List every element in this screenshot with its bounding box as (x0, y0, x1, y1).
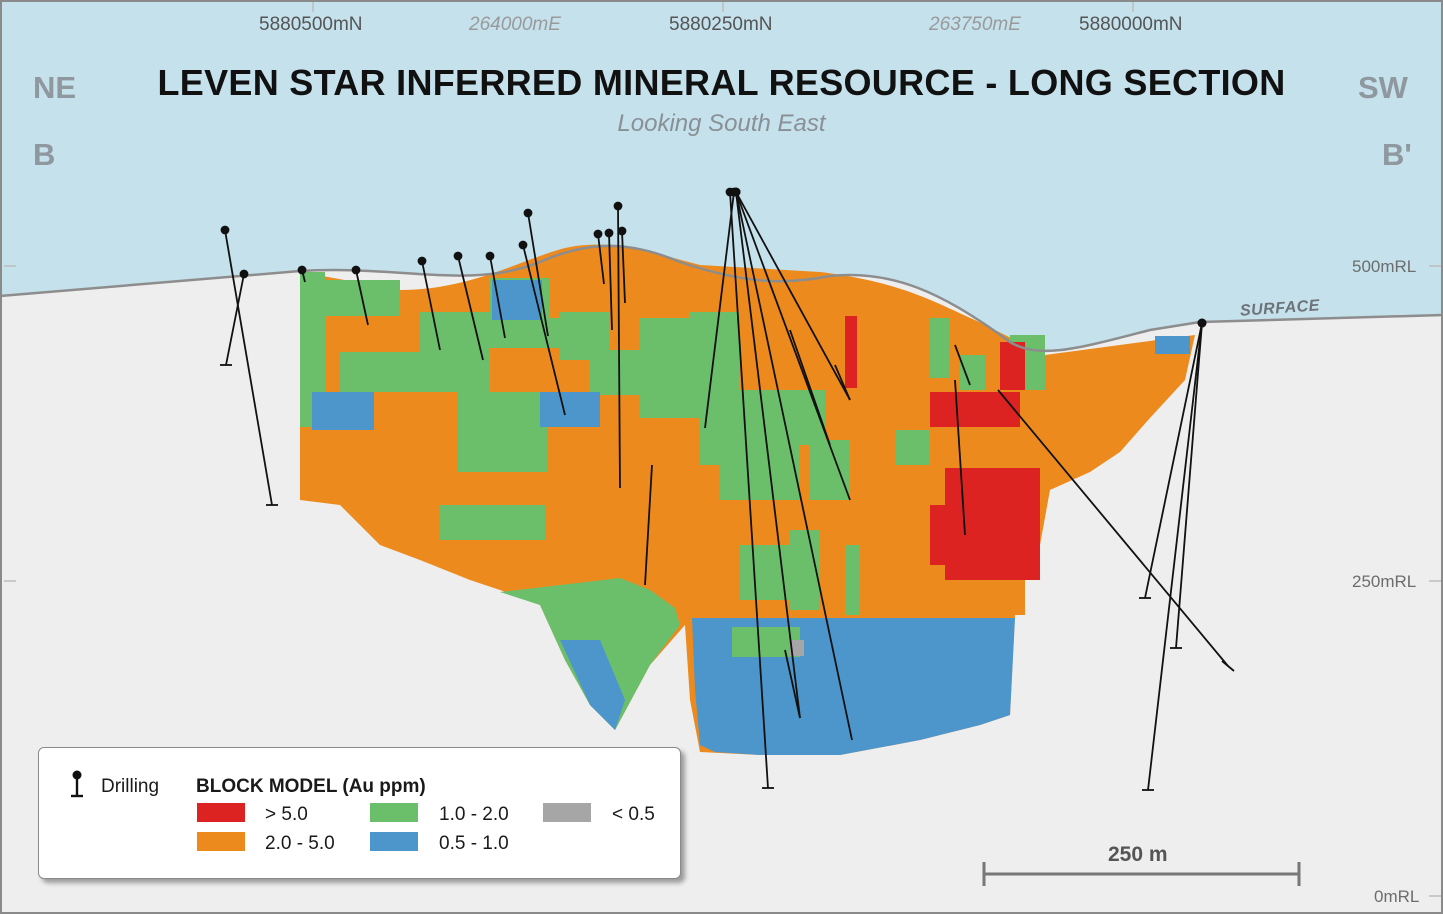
section-subtitle: Looking South East (617, 110, 826, 137)
legend-swatch-lt0-5 (543, 803, 591, 822)
drillhole (604, 228, 614, 331)
topographic-surface-line (0, 244, 1443, 353)
drillhole (789, 329, 831, 446)
drillhole (613, 201, 623, 489)
drillhole (731, 187, 851, 401)
drillhole (453, 251, 484, 361)
drillhole (220, 225, 278, 506)
direction-left: NE (33, 70, 77, 105)
elevation-label-250: 250mRL (1352, 572, 1417, 591)
scale-bar-label: 250 m (1108, 843, 1168, 866)
drillhole (834, 364, 851, 401)
legend-label-2-5: 2.0 - 5.0 (265, 833, 335, 854)
section-title: LEVEN STAR INFERRED MINERAL RESOURCE - L… (157, 62, 1286, 103)
sky-area (0, 0, 1443, 351)
drillhole (523, 208, 549, 337)
drill-symbol-icon (71, 770, 83, 798)
elevation-label-0: 0mRL (1374, 887, 1420, 906)
drillhole (1142, 318, 1207, 791)
drillhole (485, 251, 506, 339)
drillholes (220, 187, 1235, 791)
legend-drilling-label: Drilling (101, 776, 160, 797)
grade-below-0-5-block (790, 640, 804, 656)
drillhole (351, 265, 369, 326)
drillhole (593, 229, 605, 285)
elevation-label-500: 500mRL (1352, 257, 1417, 276)
drillhole (954, 379, 966, 536)
northing-label-2: 5880250mN (669, 14, 773, 35)
legend-label-lt0-5: < 0.5 (612, 804, 655, 825)
legend-swatch-0-5-1 (370, 832, 418, 851)
section-end-left: B (33, 137, 56, 172)
easting-label-1: 264000mE (469, 14, 561, 35)
drillhole (644, 464, 653, 586)
drillhole (417, 256, 441, 351)
legend-block-model-title: BLOCK MODEL (Au ppm) (196, 776, 426, 797)
drillhole (784, 649, 801, 719)
drillhole (997, 389, 1235, 672)
drillhole (297, 265, 307, 283)
northing-label-3: 5880000mN (1079, 14, 1183, 35)
legend: Drilling BLOCK MODEL (Au ppm) > 5.0 2.0 … (38, 747, 681, 879)
northing-label-1: 5880500mN (259, 14, 363, 35)
drillhole (220, 269, 249, 366)
legend-swatch-1-2 (370, 803, 418, 822)
block-model (300, 244, 1195, 756)
section-end-right: B' (1382, 137, 1412, 172)
legend-swatch-gt5 (197, 803, 245, 822)
legend-label-0-5-1: 0.5 - 1.0 (439, 833, 509, 854)
legend-swatch-2-5 (197, 832, 245, 851)
drillhole (954, 344, 971, 386)
legend-label-1-2: 1.0 - 2.0 (439, 804, 509, 825)
grade-above-5-blocks (845, 316, 1040, 580)
drillhole (518, 240, 566, 416)
drillhole (617, 226, 627, 304)
direction-right: SW (1358, 70, 1408, 105)
legend-label-gt5: > 5.0 (265, 804, 308, 825)
scale-bar (982, 862, 1301, 886)
easting-label-2: 263750mE (929, 14, 1021, 35)
